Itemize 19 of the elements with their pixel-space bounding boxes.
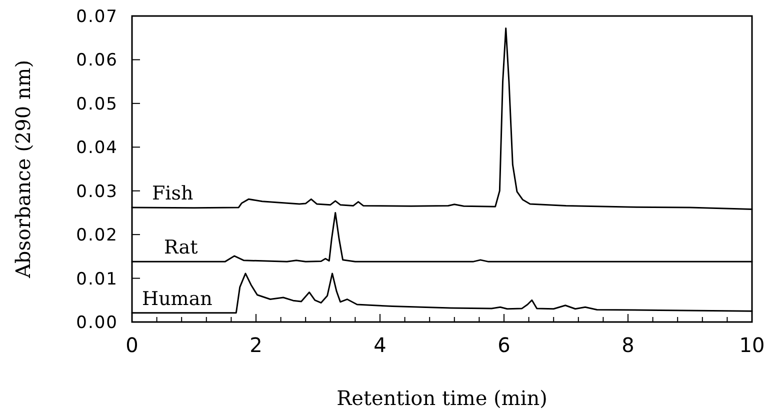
x-tick-label: 8 — [622, 333, 634, 357]
series-label: Rat — [164, 236, 198, 259]
x-axis-title: Retention time (min) — [336, 386, 548, 410]
x-tick-label: 2 — [250, 333, 262, 357]
y-tick-label: 0.07 — [76, 7, 118, 27]
y-tick-label: 0.00 — [76, 313, 118, 333]
x-tick-label: 10 — [739, 333, 765, 357]
y-tick-label: 0.03 — [76, 182, 118, 202]
y-tick-label: 0.02 — [76, 226, 118, 246]
x-tick-label: 0 — [126, 333, 138, 357]
y-tick-label: 0.05 — [76, 94, 118, 114]
y-tick-label: 0.01 — [76, 269, 118, 290]
y-tick-label: 0.04 — [76, 138, 118, 158]
y-tick-label: 0.06 — [76, 50, 118, 71]
x-tick-label: 4 — [374, 333, 386, 357]
series-label: Fish — [152, 182, 194, 204]
series-label: Human — [142, 288, 212, 310]
x-tick-label: 6 — [498, 333, 510, 357]
y-axis-title: Absorbance (290 nm) — [11, 60, 35, 280]
